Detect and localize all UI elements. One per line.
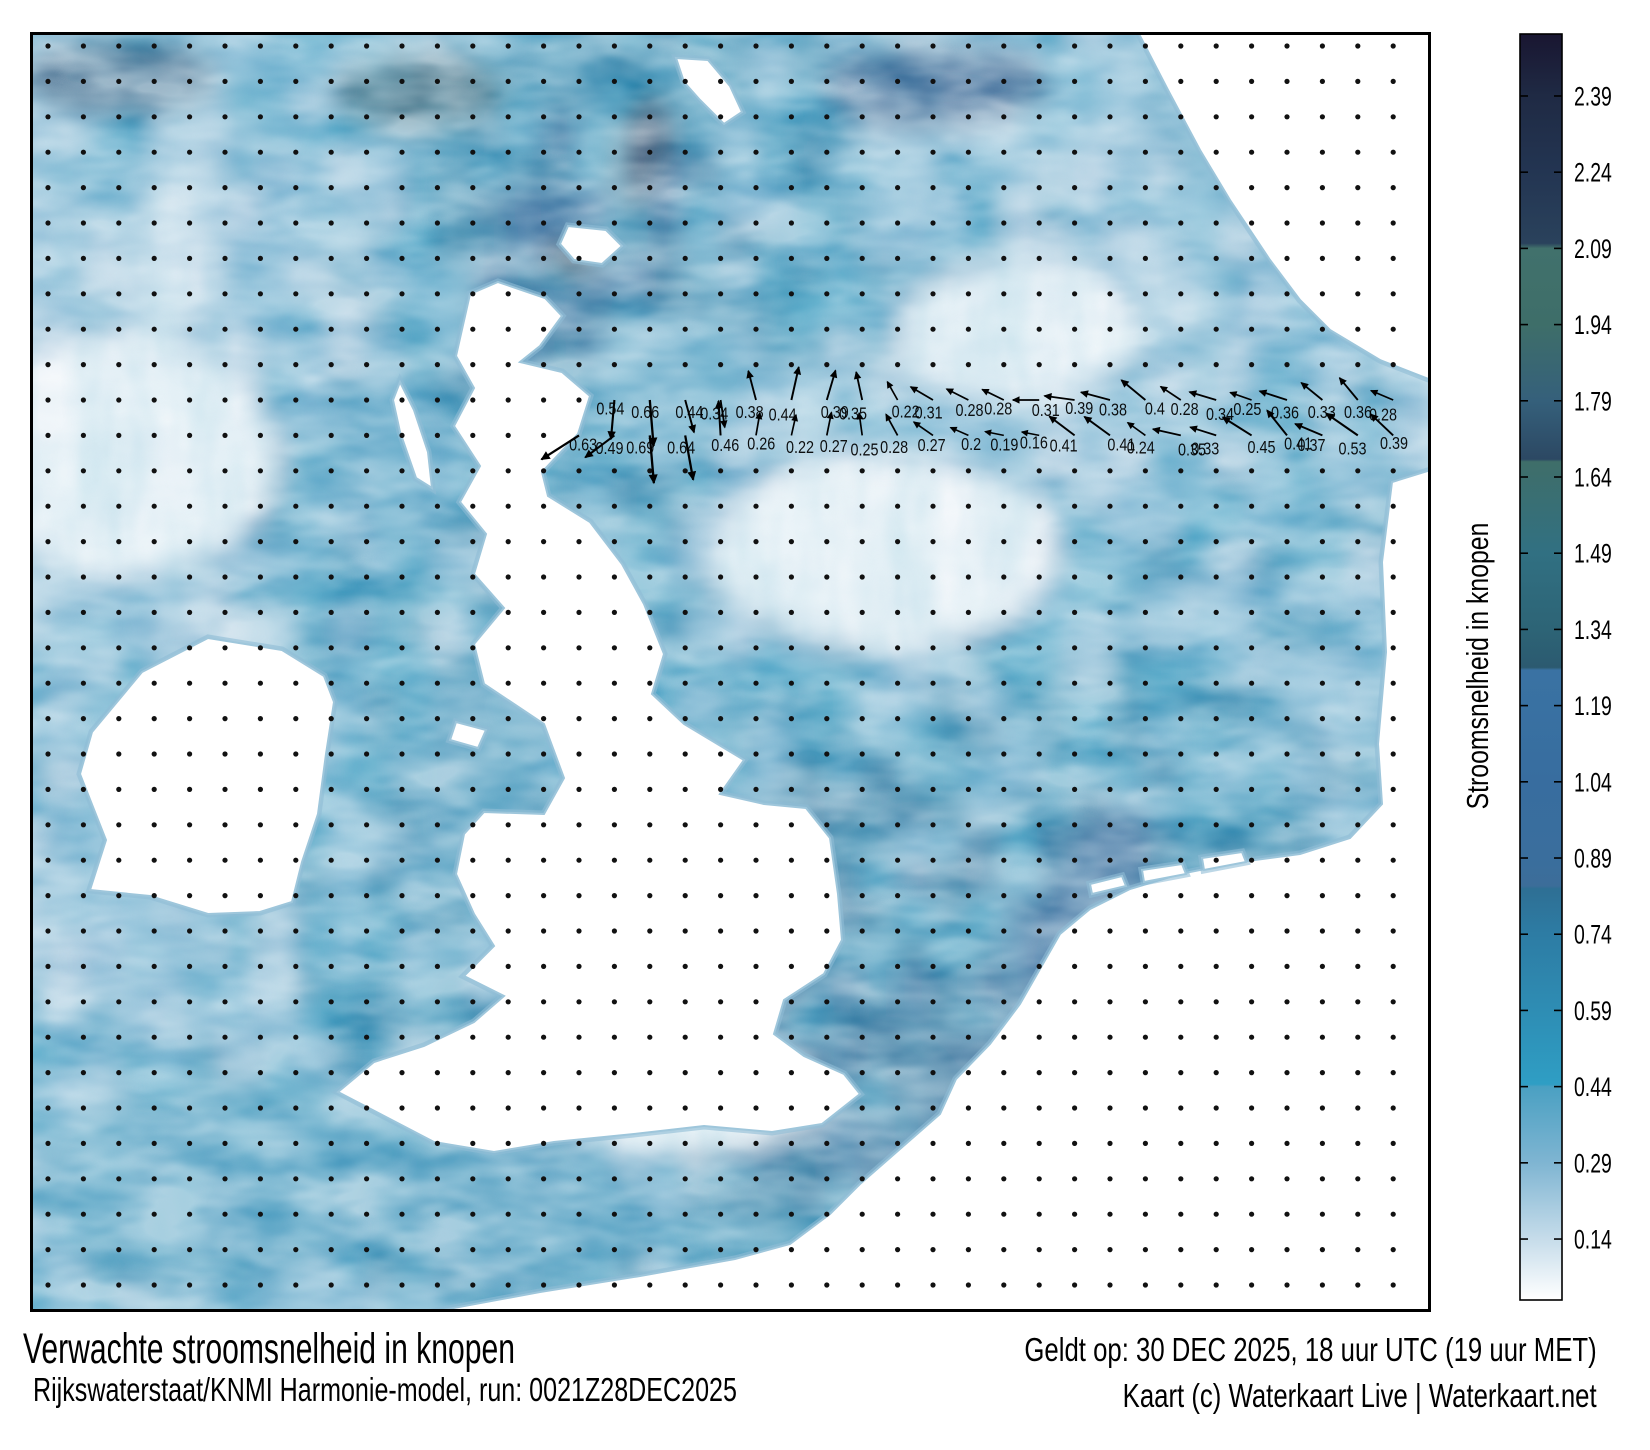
svg-text:0.44: 0.44 — [769, 405, 797, 425]
svg-text:0.38: 0.38 — [1099, 400, 1127, 420]
svg-text:0.34: 0.34 — [1206, 405, 1234, 425]
svg-text:0.66: 0.66 — [631, 403, 659, 423]
svg-text:0.33: 0.33 — [1191, 439, 1219, 459]
land-dot-grid — [45, 43, 1396, 1288]
svg-text:1.64: 1.64 — [1574, 462, 1612, 492]
svg-text:1.19: 1.19 — [1574, 691, 1612, 721]
svg-text:1.79: 1.79 — [1574, 386, 1612, 416]
svg-text:0.26: 0.26 — [747, 434, 775, 454]
svg-text:1.04: 1.04 — [1574, 767, 1612, 797]
svg-text:0.31: 0.31 — [1032, 401, 1060, 421]
current-arrows — [540, 365, 1394, 485]
svg-text:0.27: 0.27 — [820, 436, 848, 456]
svg-text:2.09: 2.09 — [1574, 234, 1612, 264]
svg-text:0.39: 0.39 — [1380, 433, 1408, 453]
svg-text:0.39: 0.39 — [1065, 399, 1093, 419]
svg-text:0.2: 0.2 — [961, 435, 981, 455]
valid-time: Geldt op: 30 DEC 2025, 18 uur UTC (19 uu… — [863, 1331, 1597, 1368]
valid-time-text: Geldt op: 30 DEC 2025, 18 uur UTC (19 uu… — [1024, 1331, 1597, 1368]
svg-text:1.94: 1.94 — [1574, 310, 1612, 340]
map-frame — [30, 32, 1431, 1312]
svg-text:1.34: 1.34 — [1574, 615, 1612, 645]
svg-text:0.45: 0.45 — [1247, 438, 1275, 458]
svg-text:0.35: 0.35 — [1178, 440, 1206, 460]
svg-text:0.14: 0.14 — [1574, 1224, 1612, 1254]
svg-text:0.36: 0.36 — [1344, 403, 1372, 423]
svg-text:0.63: 0.63 — [569, 435, 597, 455]
colorbar-tick-labels: 2.39 2.24 2.09 1.94 1.79 1.64 1.49 1.34 1.19 1.04… — [1574, 81, 1612, 1254]
svg-text:0.53: 0.53 — [1338, 439, 1366, 459]
svg-text:0.28: 0.28 — [880, 437, 908, 457]
svg-text:0.31: 0.31 — [915, 403, 943, 423]
svg-text:0.25: 0.25 — [850, 440, 878, 460]
svg-text:0.22: 0.22 — [786, 438, 814, 458]
svg-text:0.29: 0.29 — [1574, 1148, 1612, 1178]
copyright-credit: Kaart (c) Waterkaart Live | Waterkaart.n… — [989, 1377, 1597, 1414]
svg-text:0.33: 0.33 — [1308, 403, 1336, 423]
svg-text:0.39: 0.39 — [821, 402, 849, 422]
svg-text:1.49: 1.49 — [1574, 539, 1612, 569]
current-value-labels: 0.54 0.66 0.440.34 0.38 0.44 0.390.35 0.220.31… — [569, 399, 1408, 460]
svg-text:0.37: 0.37 — [1297, 435, 1325, 455]
svg-text:0.46: 0.46 — [711, 436, 739, 456]
svg-text:0.25: 0.25 — [1233, 399, 1261, 419]
svg-text:0.36: 0.36 — [1271, 403, 1299, 423]
model-run-info: Rijkswaterstaat/KNMI Harmonie-model, run… — [33, 1371, 959, 1408]
svg-text:0.49: 0.49 — [595, 438, 623, 458]
model-run-text: Rijkswaterstaat/KNMI Harmonie-model, run… — [33, 1371, 737, 1408]
svg-text:0.54: 0.54 — [596, 399, 624, 419]
svg-text:0.59: 0.59 — [1574, 996, 1612, 1026]
svg-text:0.22: 0.22 — [892, 402, 920, 422]
svg-text:0.19: 0.19 — [990, 435, 1018, 455]
map-title: Verwachte stroomsnelheid in knopen — [23, 1325, 726, 1373]
svg-text:0.28: 0.28 — [1171, 399, 1199, 419]
current-speed-map: 0.54 0.66 0.440.34 0.38 0.44 0.390.35 0.220.31… — [30, 32, 1431, 1312]
svg-text:0.16: 0.16 — [1020, 433, 1048, 453]
svg-text:2.24: 2.24 — [1574, 158, 1612, 188]
svg-text:0.41: 0.41 — [1284, 434, 1312, 454]
colorbar: 2.39 2.24 2.09 1.94 1.79 1.64 1.49 1.34 1.19 1.04… — [1519, 33, 1612, 1301]
colorbar-ticks — [1520, 95, 1562, 1240]
svg-text:0.41: 0.41 — [1107, 435, 1135, 455]
map-content: 0.54 0.66 0.440.34 0.38 0.44 0.390.35 0.220.31… — [30, 32, 1431, 1312]
colorbar-border — [1519, 33, 1563, 1301]
colorbar-axis-label: Stroomsnelheid in knopen — [1460, 522, 1495, 810]
svg-text:0.28: 0.28 — [984, 399, 1012, 419]
svg-text:0.89: 0.89 — [1574, 843, 1612, 873]
svg-text:0.28: 0.28 — [1369, 405, 1397, 425]
svg-text:0.74: 0.74 — [1574, 920, 1612, 950]
svg-text:0.4: 0.4 — [1145, 399, 1165, 419]
map-title-text: Verwachte stroomsnelheid in knopen — [23, 1325, 515, 1373]
svg-text:0.64: 0.64 — [667, 438, 695, 458]
colorbar-gradient — [1520, 34, 1562, 1300]
svg-text:0.44: 0.44 — [1574, 1072, 1612, 1102]
svg-text:0.41: 0.41 — [1050, 436, 1078, 456]
svg-text:0.24: 0.24 — [1127, 438, 1155, 458]
svg-text:0.27: 0.27 — [918, 436, 946, 456]
svg-text:0.35: 0.35 — [839, 404, 867, 424]
svg-text:0.28: 0.28 — [955, 401, 983, 421]
svg-text:0.44: 0.44 — [675, 402, 703, 422]
svg-text:2.39: 2.39 — [1574, 81, 1612, 111]
copyright-text: Kaart (c) Waterkaart Live | Waterkaart.n… — [1123, 1377, 1597, 1414]
svg-text:0.69: 0.69 — [626, 438, 654, 458]
svg-text:0.38: 0.38 — [736, 403, 764, 423]
svg-text:0.34: 0.34 — [700, 404, 728, 424]
